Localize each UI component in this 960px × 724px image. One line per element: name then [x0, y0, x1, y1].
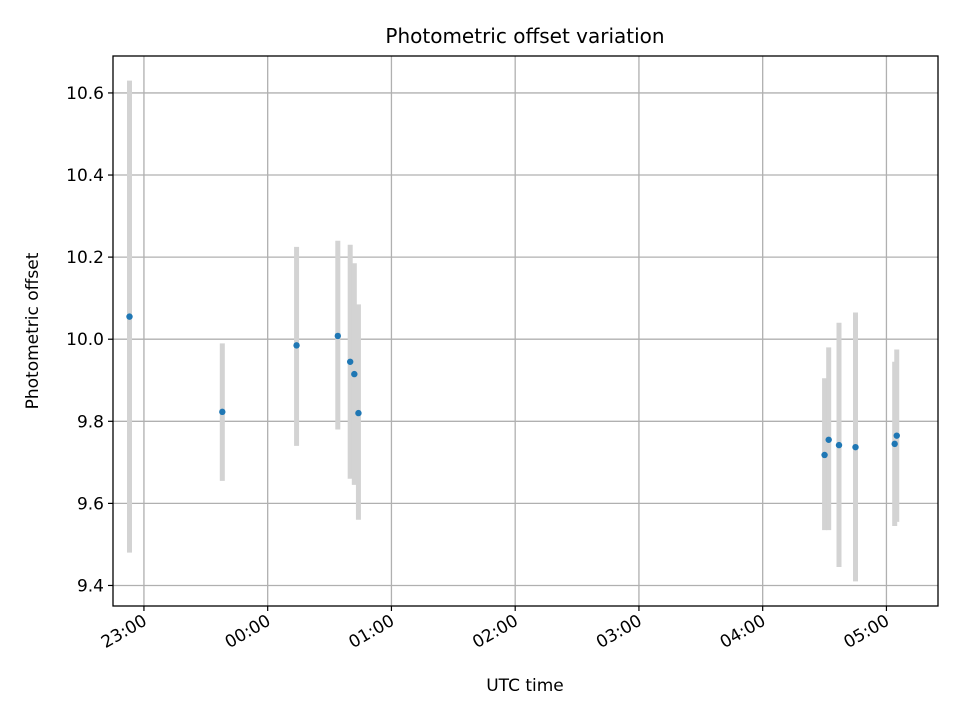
- data-point: [293, 342, 300, 349]
- data-point: [346, 358, 354, 365]
- data-point: [126, 313, 133, 320]
- y-axis-title: Photometric offset: [23, 252, 43, 409]
- grid: [113, 56, 938, 606]
- x-axis-title: UTC time: [486, 676, 564, 696]
- data-point: [821, 451, 828, 459]
- y-tick-label: 9.4: [77, 576, 104, 596]
- y-tick-label: 9.8: [77, 412, 104, 432]
- data-point: [852, 443, 859, 451]
- y-tick-label: 10.6: [66, 84, 104, 104]
- chart-title: Photometric offset variation: [385, 24, 664, 48]
- data-point: [334, 332, 342, 340]
- data-point: [825, 436, 832, 443]
- data-point: [835, 441, 843, 449]
- data-points: [126, 313, 900, 459]
- y-tick-label: 10.2: [66, 248, 104, 268]
- y-tick-label: 9.6: [77, 494, 104, 514]
- y-tick-label: 10.4: [66, 166, 104, 186]
- data-point: [891, 440, 898, 448]
- data-point: [355, 409, 362, 417]
- plot-frame: [112, 55, 939, 607]
- data-point: [219, 408, 226, 416]
- data-point: [351, 370, 358, 378]
- data-point: [893, 432, 900, 439]
- y-tick-label: 10.0: [66, 330, 104, 350]
